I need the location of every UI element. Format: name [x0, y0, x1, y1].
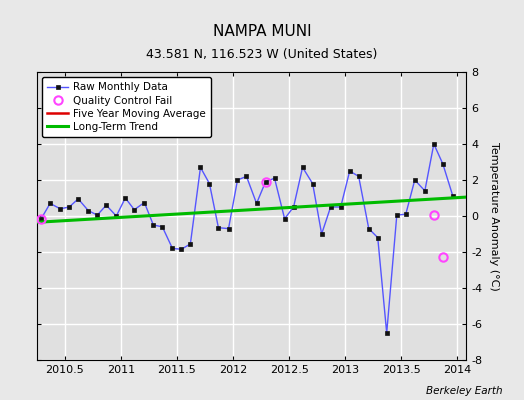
Raw Monthly Data	[394, 213, 400, 218]
Raw Monthly Data	[215, 225, 222, 230]
Raw Monthly Data	[131, 207, 137, 212]
Raw Monthly Data	[263, 179, 269, 184]
Quality Control Fail	[38, 216, 45, 221]
Y-axis label: Temperature Anomaly (°C): Temperature Anomaly (°C)	[489, 142, 499, 290]
Quality Control Fail	[431, 213, 437, 218]
Text: 43.581 N, 116.523 W (United States): 43.581 N, 116.523 W (United States)	[146, 48, 378, 61]
Raw Monthly Data	[337, 205, 344, 210]
Raw Monthly Data	[103, 203, 110, 208]
Raw Monthly Data	[422, 188, 428, 193]
Raw Monthly Data	[187, 242, 193, 246]
Raw Monthly Data	[57, 206, 63, 211]
Legend: Raw Monthly Data, Quality Control Fail, Five Year Moving Average, Long-Term Tren: Raw Monthly Data, Quality Control Fail, …	[42, 77, 211, 137]
Raw Monthly Data	[355, 174, 362, 179]
Raw Monthly Data	[281, 216, 288, 221]
Raw Monthly Data	[234, 178, 241, 182]
Raw Monthly Data	[206, 181, 213, 186]
Raw Monthly Data	[150, 222, 157, 227]
Raw Monthly Data	[225, 226, 232, 231]
Raw Monthly Data	[271, 176, 278, 181]
Raw Monthly Data	[198, 165, 204, 170]
Raw Monthly Data	[94, 213, 101, 218]
Line: Raw Monthly Data: Raw Monthly Data	[39, 142, 455, 335]
Raw Monthly Data	[412, 178, 418, 182]
Raw Monthly Data	[346, 169, 353, 174]
Text: NAMPA MUNI: NAMPA MUNI	[213, 24, 311, 39]
Raw Monthly Data	[328, 205, 334, 210]
Raw Monthly Data	[169, 246, 176, 251]
Raw Monthly Data	[66, 205, 72, 210]
Quality Control Fail	[263, 179, 269, 184]
Raw Monthly Data	[290, 205, 297, 210]
Raw Monthly Data	[402, 212, 409, 217]
Raw Monthly Data	[431, 142, 437, 146]
Raw Monthly Data	[75, 196, 81, 201]
Raw Monthly Data	[310, 181, 316, 186]
Raw Monthly Data	[366, 226, 372, 231]
Raw Monthly Data	[375, 235, 381, 240]
Text: Berkeley Earth: Berkeley Earth	[427, 386, 503, 396]
Raw Monthly Data	[122, 196, 128, 200]
Raw Monthly Data	[254, 201, 260, 206]
Raw Monthly Data	[319, 232, 325, 236]
Raw Monthly Data	[440, 161, 446, 166]
Line: Quality Control Fail: Quality Control Fail	[37, 178, 447, 262]
Raw Monthly Data	[450, 194, 456, 198]
Raw Monthly Data	[299, 165, 305, 170]
Raw Monthly Data	[141, 200, 148, 205]
Raw Monthly Data	[47, 201, 53, 206]
Raw Monthly Data	[113, 214, 119, 218]
Quality Control Fail	[440, 255, 446, 260]
Raw Monthly Data	[85, 208, 91, 213]
Raw Monthly Data	[38, 216, 45, 221]
Raw Monthly Data	[159, 224, 166, 229]
Raw Monthly Data	[178, 247, 184, 252]
Raw Monthly Data	[243, 174, 249, 179]
Raw Monthly Data	[384, 330, 390, 335]
